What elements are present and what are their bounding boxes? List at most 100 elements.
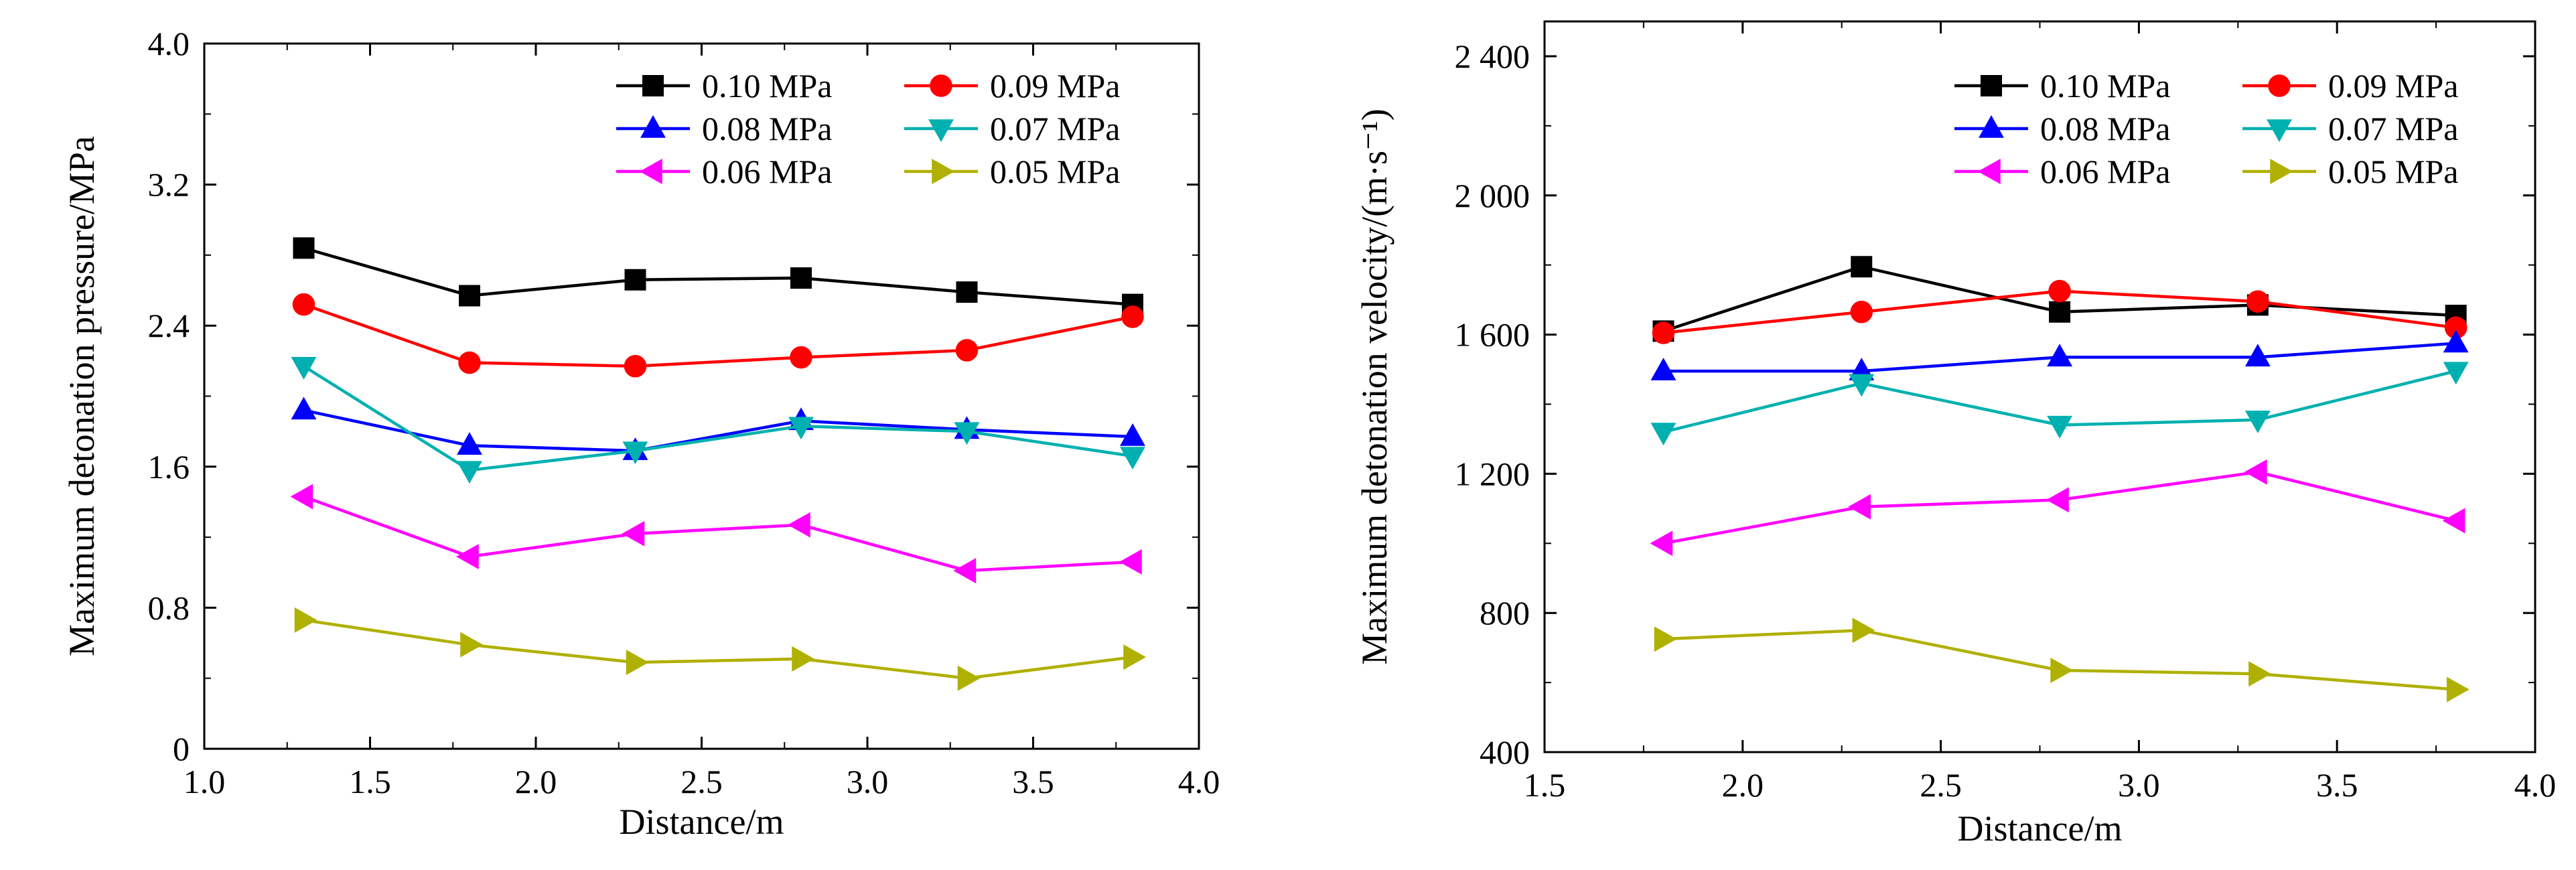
data-point	[294, 607, 317, 633]
data-point	[624, 269, 646, 291]
series-0-07-MPa	[291, 356, 1145, 484]
data-point	[2442, 508, 2465, 534]
x-tick-label: 2.5	[681, 763, 723, 800]
data-point	[1120, 423, 1145, 446]
legend: 0.10 MPa 0.09 MPa 0.08 MPa 0.07 MPa 0.06 MPa…	[1954, 67, 2458, 190]
legend: 0.10 MPa 0.09 MPa 0.08 MPa 0.07 MPa 0.06 MPa…	[616, 67, 1120, 190]
legend-marker	[928, 119, 954, 143]
data-point	[1654, 626, 1677, 652]
legend-marker	[639, 159, 662, 184]
legend-marker	[640, 115, 666, 138]
legend-label: 0.09 MPa	[2328, 67, 2458, 104]
data-point	[2446, 676, 2470, 703]
legend-marker	[2268, 74, 2291, 97]
data-point	[2050, 657, 2074, 683]
data-point	[626, 650, 649, 675]
data-point	[2246, 290, 2269, 313]
y-tick-label: 1 200	[1455, 455, 1530, 492]
series-line	[303, 618, 1133, 680]
velocity-chart: 1.5 2.0 2.5 3.0 3.5 4.0 400 800 1 200 1 600 2 000 2…	[1354, 20, 2557, 849]
legend-marker	[2270, 159, 2293, 184]
y-tick-label: 4.0	[148, 25, 190, 62]
y-axis-title: Maximum detonation pressure/MPa	[62, 136, 102, 656]
series-0-10-MPa	[293, 237, 1143, 315]
data-point	[457, 461, 482, 484]
series-line	[1663, 470, 2457, 545]
y-axis-title: Maximum detonation velocity/(m·s⁻¹)	[1354, 108, 1394, 665]
legend-marker	[930, 74, 952, 97]
x-tick-label: 2.0	[515, 763, 557, 800]
data-point	[2046, 487, 2069, 513]
data-point	[2047, 344, 2073, 367]
legend-marker	[642, 75, 664, 96]
y-tick-label: 800	[1480, 594, 1530, 632]
legend-label: 0.05 MPa	[2328, 153, 2458, 190]
series-line	[303, 495, 1133, 573]
legend-label: 0.08 MPa	[702, 110, 832, 147]
data-point	[2244, 459, 2267, 485]
data-point	[457, 432, 482, 455]
data-point	[1851, 256, 1873, 278]
data-point	[790, 346, 812, 369]
data-point	[459, 285, 480, 307]
data-point	[291, 396, 317, 420]
series-0-06-MPa	[290, 484, 1142, 584]
y-tick-label: 2 000	[1455, 177, 1530, 214]
x-tick-label: 3.0	[847, 763, 889, 800]
x-tick-label: 3.5	[2316, 766, 2358, 804]
y-tick-label: 0.8	[148, 589, 190, 626]
data-point	[954, 422, 980, 445]
data-point	[460, 632, 484, 658]
series-0-07-MPa	[1650, 362, 2469, 446]
legend-label: 0.10 MPa	[2040, 67, 2170, 104]
series-line	[1663, 628, 2456, 691]
data-point	[2049, 301, 2071, 323]
data-point	[1650, 423, 1676, 446]
data-point	[455, 544, 479, 570]
legend-marker	[2267, 119, 2292, 143]
data-point	[290, 484, 313, 510]
data-point	[953, 558, 977, 584]
data-point	[955, 339, 979, 362]
legend-label: 0.07 MPa	[2328, 110, 2458, 147]
data-point	[1852, 618, 1875, 644]
series-0-09-MPa	[1652, 279, 2467, 344]
data-point	[1650, 530, 1673, 557]
legend-label: 0.08 MPa	[2040, 110, 2170, 147]
data-point	[292, 293, 315, 316]
series-0-05-MPa	[294, 607, 1147, 691]
x-tick-label: 2.0	[1722, 766, 1764, 804]
data-point	[1119, 549, 1142, 575]
series-0-09-MPa	[292, 293, 1144, 378]
legend-label: 0.06 MPa	[702, 153, 832, 190]
series-line	[303, 246, 1133, 306]
x-tick-label: 3.0	[2118, 766, 2160, 804]
x-tick-label: 4.0	[1178, 763, 1220, 800]
pressure-chart: 1.0 1.5 2.0 2.5 3.0 3.5 4.0 0 0.8 1.6 2.4 3.2 4.0 Dis…	[62, 25, 1220, 842]
data-point	[957, 665, 981, 691]
series-0-05-MPa	[1654, 618, 2470, 703]
data-point	[1849, 374, 1875, 397]
legend-label: 0.10 MPa	[702, 67, 832, 104]
data-point	[458, 351, 481, 374]
x-axis-title: Distance/m	[1958, 808, 2123, 849]
data-point	[1850, 301, 1873, 323]
series-line	[303, 364, 1133, 472]
data-point	[291, 356, 317, 380]
legend-label: 0.09 MPa	[990, 67, 1120, 104]
legend-label: 0.06 MPa	[2040, 153, 2170, 190]
x-tick-label: 2.5	[1920, 766, 1962, 804]
data-point	[2244, 344, 2271, 367]
data-point	[624, 354, 647, 378]
data-point	[1123, 644, 1147, 670]
y-tick-label: 400	[1480, 733, 1530, 771]
x-tick-label: 1.0	[184, 763, 226, 800]
data-point	[790, 267, 812, 289]
x-tick-label: 4.0	[2514, 766, 2557, 804]
data-point	[622, 441, 648, 465]
y-tick-label: 2 400	[1455, 38, 1530, 75]
series-line	[303, 303, 1133, 368]
legend-marker	[932, 159, 955, 184]
data-point	[787, 512, 810, 538]
data-point	[2443, 330, 2469, 353]
